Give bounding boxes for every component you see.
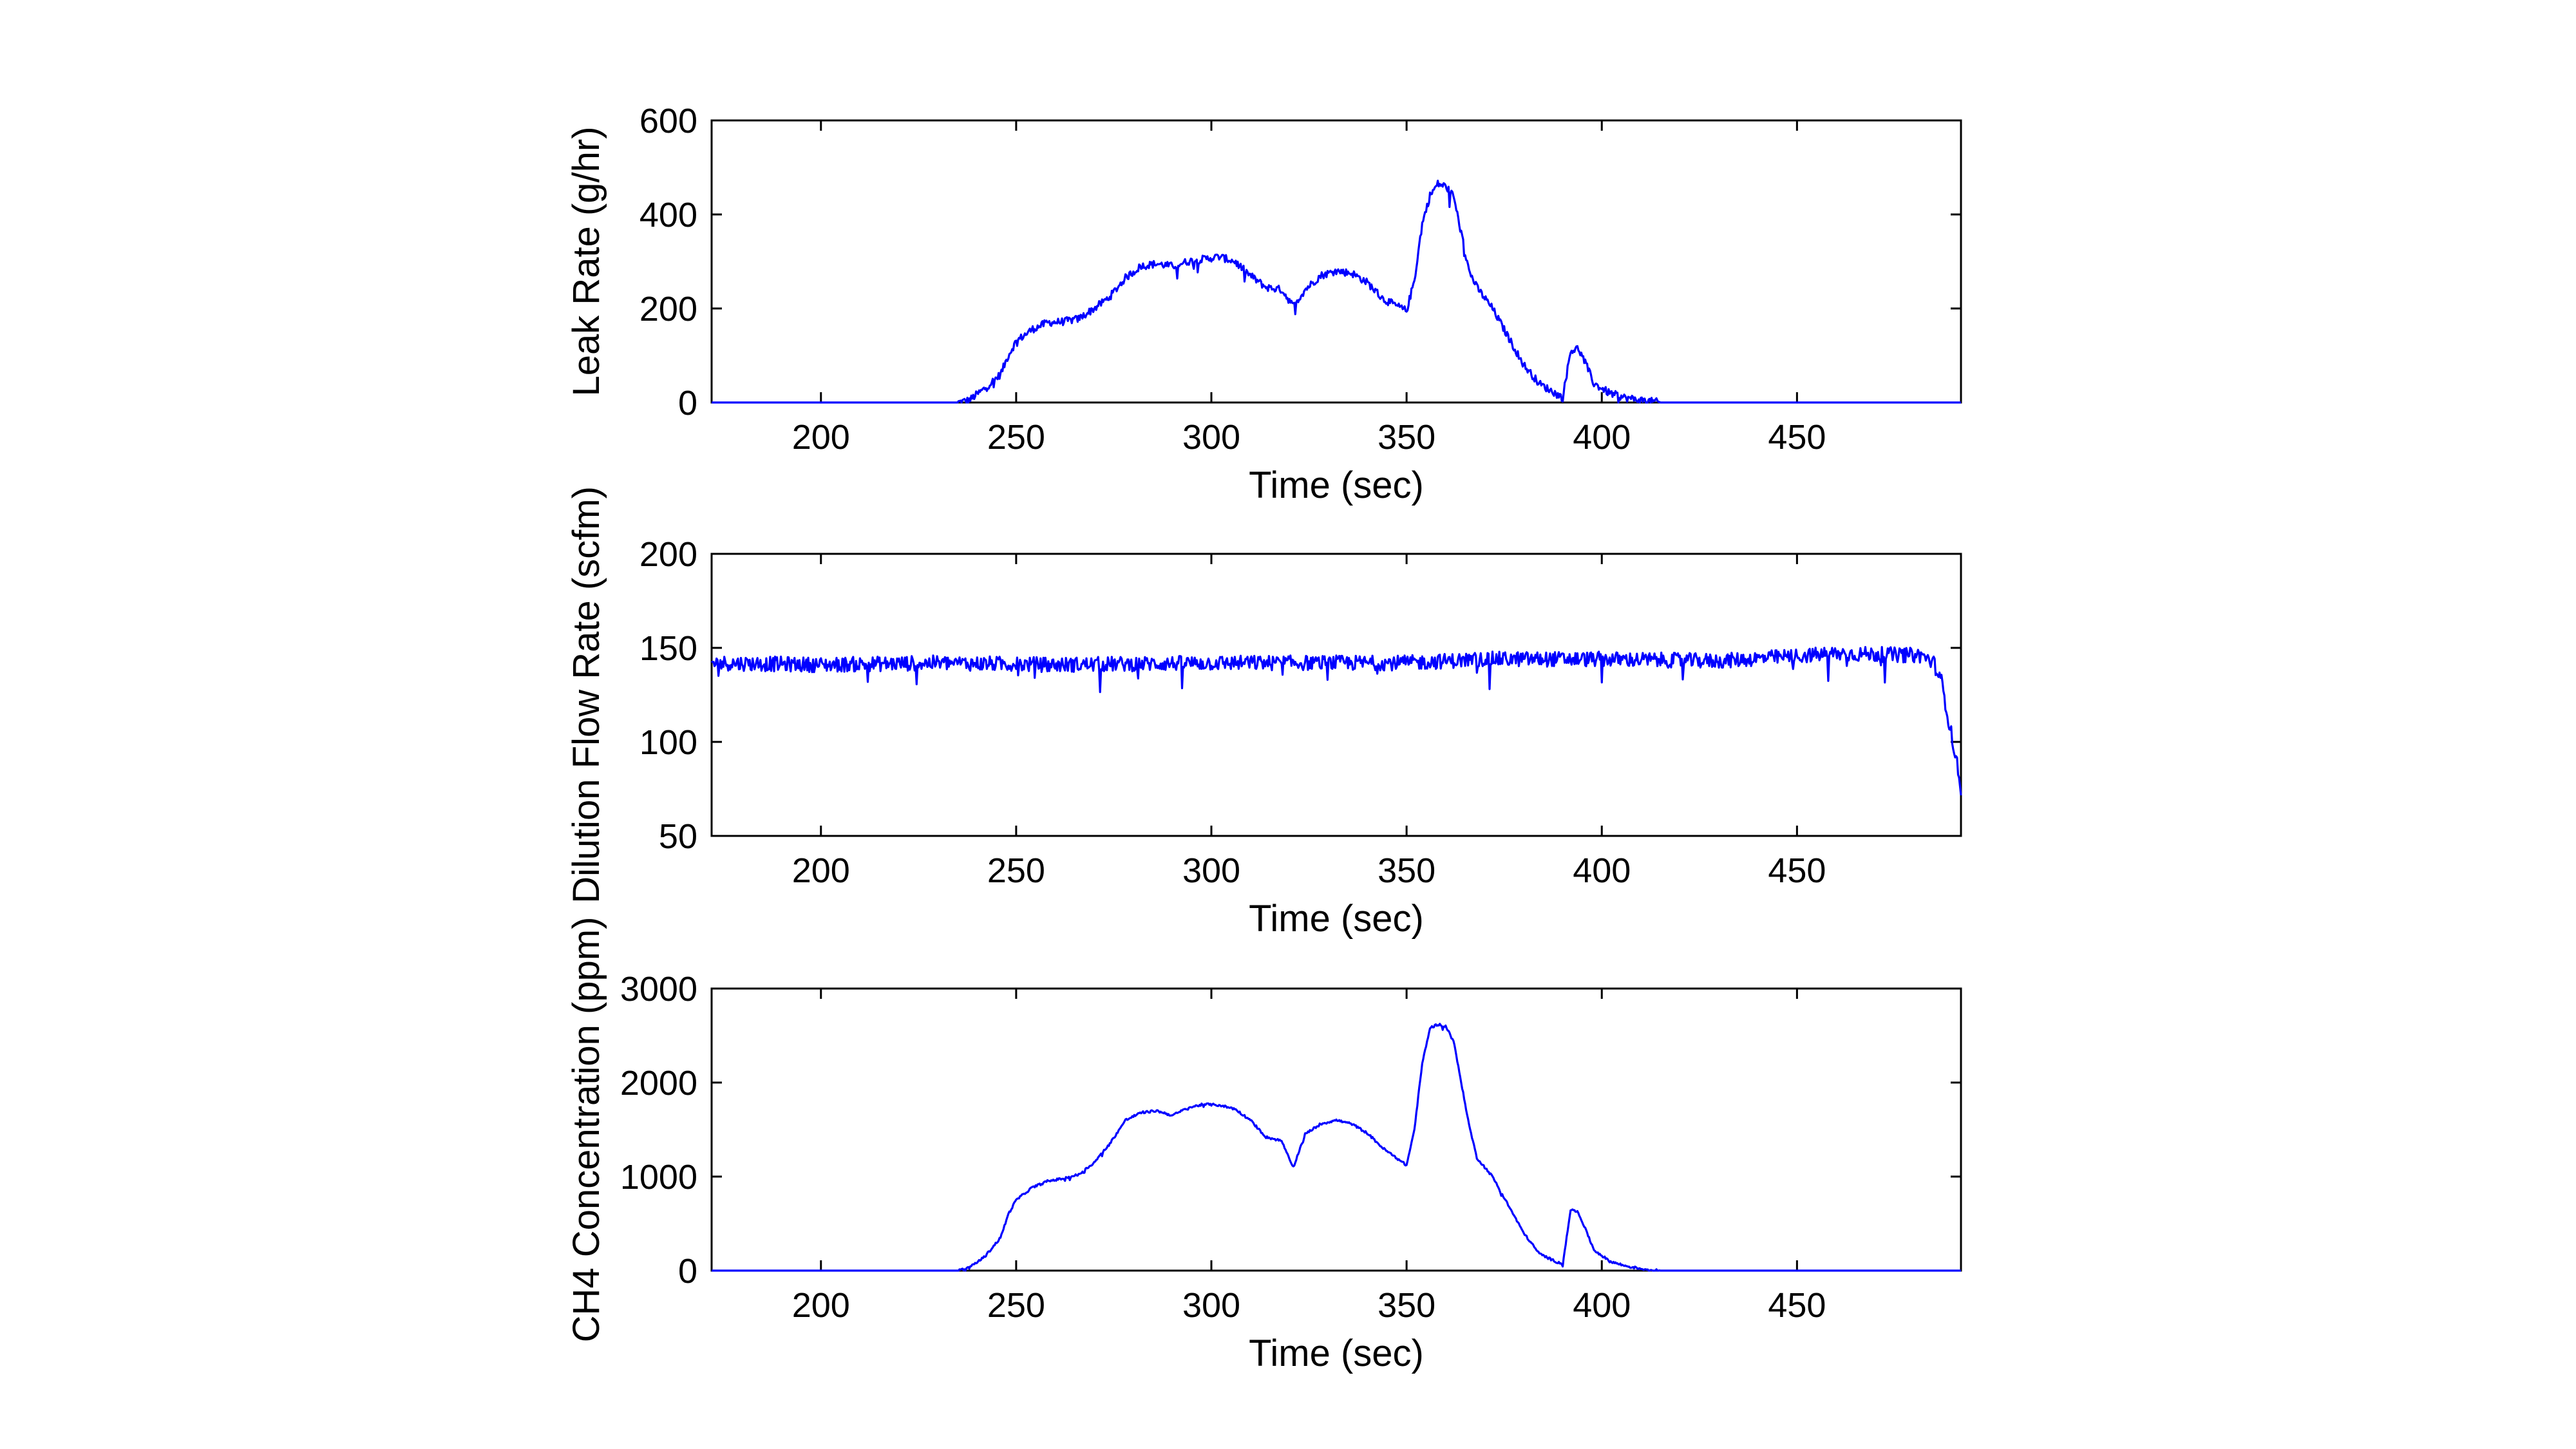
- leak-rate-x-tick-label: 350: [1378, 418, 1435, 457]
- dilution-flow-axes-frame: [710, 553, 1962, 837]
- dilution-flow-x-tick-label: 200: [792, 851, 850, 890]
- dilution-flow-subplot: 200 250 300 350 400 450 50 100 150 200 Time (sec) D…: [565, 486, 1962, 940]
- leak-rate-y-tick-label: 200: [639, 290, 697, 328]
- dilution-flow-x-tick-label: 450: [1768, 851, 1826, 890]
- ch4-concentration-subplot: 200 250 300 350 400 450 0 1000 2000 3000 Time (sec…: [565, 917, 1962, 1374]
- ch4-concentration-series-line: [711, 1023, 1962, 1272]
- dilution-flow-y-tick-label: 200: [639, 535, 697, 574]
- ch4-concentration-x-tick-label: 250: [987, 1286, 1045, 1325]
- leak-rate-y-tick-label: 400: [639, 196, 697, 234]
- dilution-flow-x-tick-label: 350: [1378, 851, 1435, 890]
- leak-rate-x-axis-label: Time (sec): [1249, 464, 1424, 506]
- ch4-concentration-y-axis-label: CH4 Concentration (ppm): [565, 917, 607, 1343]
- leak-rate-subplot: 200 250 300 350 400 450 0 200 400 600 Time (sec) Le…: [565, 102, 1962, 506]
- leak-rate-y-tick-label: 0: [678, 384, 697, 422]
- ch4-concentration-y-tick-label: 3000: [620, 970, 697, 1009]
- leak-rate-x-tick-label: 200: [792, 418, 850, 457]
- leak-rate-series-line: [711, 180, 1962, 404]
- ch4-concentration-x-tick-label: 200: [792, 1286, 850, 1325]
- dilution-flow-y-tick-label: 50: [659, 817, 697, 856]
- leak-rate-y-axis-label: Leak Rate (g/hr): [565, 126, 607, 396]
- dilution-flow-y-tick-label: 150: [639, 629, 697, 668]
- ch4-concentration-axes-frame: [710, 987, 1962, 1272]
- leak-rate-y-tick-label: 600: [639, 102, 697, 140]
- leak-rate-x-tick-label: 250: [987, 418, 1045, 457]
- ch4-concentration-y-tick-label: 1000: [620, 1158, 697, 1197]
- leak-rate-x-tick-label: 450: [1768, 418, 1826, 457]
- dilution-flow-series-line: [710, 646, 1962, 796]
- leak-rate-x-tick-label: 300: [1182, 418, 1240, 457]
- ch4-concentration-x-tick-label: 300: [1182, 1286, 1240, 1325]
- dilution-flow-x-tick-label: 250: [987, 851, 1045, 890]
- dilution-flow-x-axis-label: Time (sec): [1249, 898, 1424, 940]
- dilution-flow-x-tick-label: 300: [1182, 851, 1240, 890]
- ch4-concentration-y-tick-label: 0: [678, 1252, 697, 1291]
- ch4-concentration-y-tick-label: 2000: [620, 1064, 697, 1103]
- dilution-flow-y-axis-label: Dilution Flow Rate (scfm): [565, 486, 607, 904]
- ch4-concentration-x-axis-label: Time (sec): [1249, 1332, 1424, 1374]
- ch4-concentration-x-tick-label: 450: [1768, 1286, 1826, 1325]
- dilution-flow-x-tick-label: 400: [1573, 851, 1631, 890]
- leak-rate-axes-frame: [710, 119, 1962, 404]
- ch4-concentration-x-tick-label: 400: [1573, 1286, 1631, 1325]
- ch4-concentration-x-tick-label: 350: [1378, 1286, 1435, 1325]
- leak-rate-x-tick-label: 400: [1573, 418, 1631, 457]
- dilution-flow-y-tick-label: 100: [639, 723, 697, 762]
